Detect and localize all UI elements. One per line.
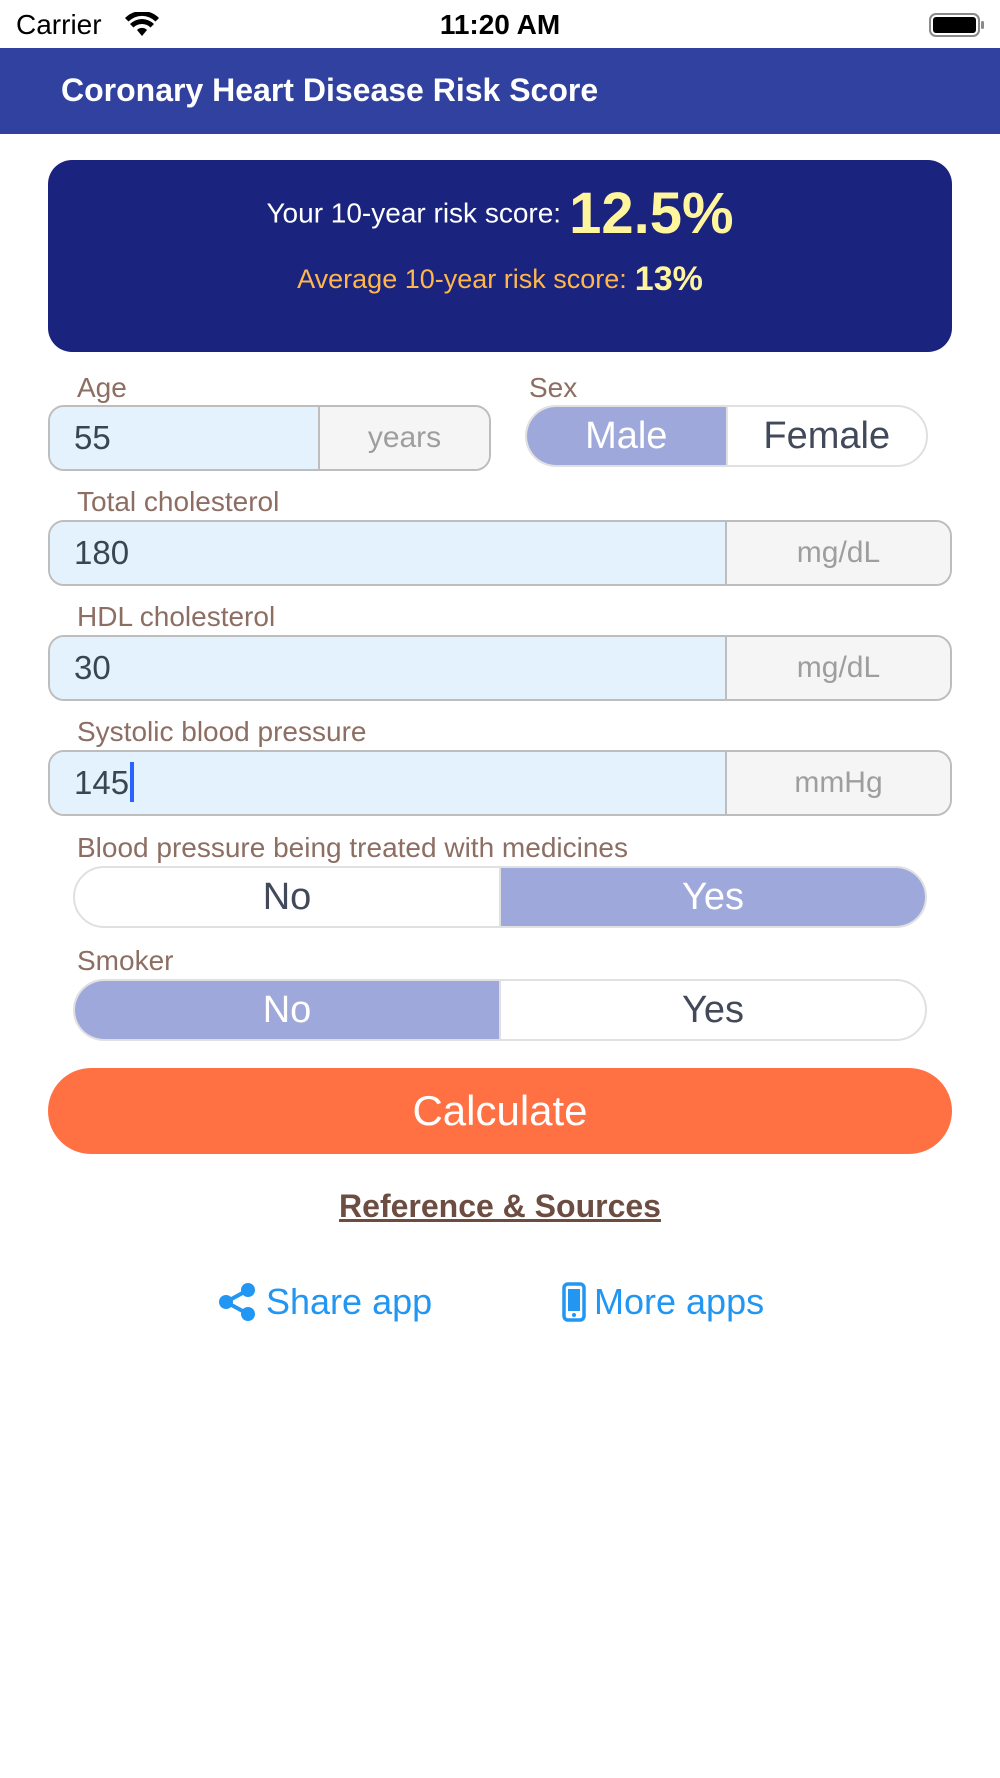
your-risk-row: Your 10-year risk score: 12.5% <box>48 180 952 247</box>
result-card: Your 10-year risk score: 12.5% Average 10… <box>48 160 952 352</box>
total-cholesterol-unit: mg/dL <box>727 522 950 584</box>
reference-sources-link[interactable]: Reference & Sources <box>339 1188 661 1224</box>
hdl-cholesterol-value: 30 <box>74 649 111 686</box>
sex-label: Sex <box>529 372 578 403</box>
nav-bar: Coronary Heart Disease Risk Score <box>0 48 1000 134</box>
hdl-cholesterol-label: HDL cholesterol <box>77 601 276 632</box>
sex-segmented-control: Male Female <box>525 405 928 467</box>
status-bar: Carrier 11:20 AM <box>0 0 1000 48</box>
wifi-icon <box>125 12 159 36</box>
age-label: Age <box>77 372 127 403</box>
smoker-option-no[interactable]: No <box>75 981 499 1039</box>
hdl-cholesterol-input-group: 30 mg/dL <box>48 635 952 701</box>
share-icon <box>219 1283 255 1321</box>
bp-treated-option-no[interactable]: No <box>262 876 312 918</box>
hdl-cholesterol-unit: mg/dL <box>727 637 950 699</box>
calculate-button[interactable]: Calculate <box>48 1068 952 1154</box>
total-cholesterol-value: 180 <box>74 534 130 571</box>
systolic-bp-input-group: 145 mmHg <box>48 750 952 816</box>
share-app-link[interactable]: Share app <box>216 1278 432 1326</box>
battery-icon <box>929 13 984 37</box>
average-risk-value: 13% <box>634 260 703 298</box>
systolic-bp-input[interactable]: 145 <box>50 752 727 814</box>
bp-treated-segmented-control: No Yes <box>73 866 927 928</box>
text-cursor <box>130 762 135 803</box>
age-input-group: 55 years <box>48 405 491 471</box>
age-unit: years <box>320 407 489 469</box>
hdl-cholesterol-input[interactable]: 30 <box>50 637 727 699</box>
total-cholesterol-input[interactable]: 180 <box>50 522 727 584</box>
your-risk-label: Your 10-year risk score: <box>266 197 562 229</box>
your-risk-value: 12.5% <box>569 181 734 246</box>
carrier-label: Carrier <box>16 9 102 40</box>
sex-option-female[interactable]: Female <box>725 407 927 465</box>
systolic-bp-unit: mmHg <box>727 752 950 814</box>
page-title: Coronary Heart Disease Risk Score <box>61 72 599 108</box>
age-value: 55 <box>74 419 111 456</box>
phone-icon <box>562 1282 586 1322</box>
share-app-label: Share app <box>266 1281 433 1322</box>
total-cholesterol-label: Total cholesterol <box>77 486 280 517</box>
smoker-option-yes[interactable]: Yes <box>499 981 925 1039</box>
systolic-bp-value: 145 <box>74 764 130 801</box>
status-time: 11:20 AM <box>439 9 561 40</box>
bp-treated-label: Blood pressure being treated with medici… <box>77 832 628 863</box>
total-cholesterol-input-group: 180 mg/dL <box>48 520 952 586</box>
smoker-label: Smoker <box>77 945 174 976</box>
bp-treated-option-yes[interactable]: Yes <box>499 868 925 926</box>
age-input[interactable]: 55 <box>50 407 320 469</box>
average-risk-label: Average 10-year risk score: <box>297 264 627 294</box>
average-risk-row: Average 10-year risk score: 13% <box>48 260 952 299</box>
smoker-segmented-control: No Yes <box>73 979 927 1041</box>
systolic-bp-label: Systolic blood pressure <box>77 716 367 747</box>
sex-option-male[interactable]: Male <box>527 407 726 465</box>
more-apps-link[interactable]: More apps <box>562 1278 764 1326</box>
more-apps-label: More apps <box>594 1281 765 1322</box>
